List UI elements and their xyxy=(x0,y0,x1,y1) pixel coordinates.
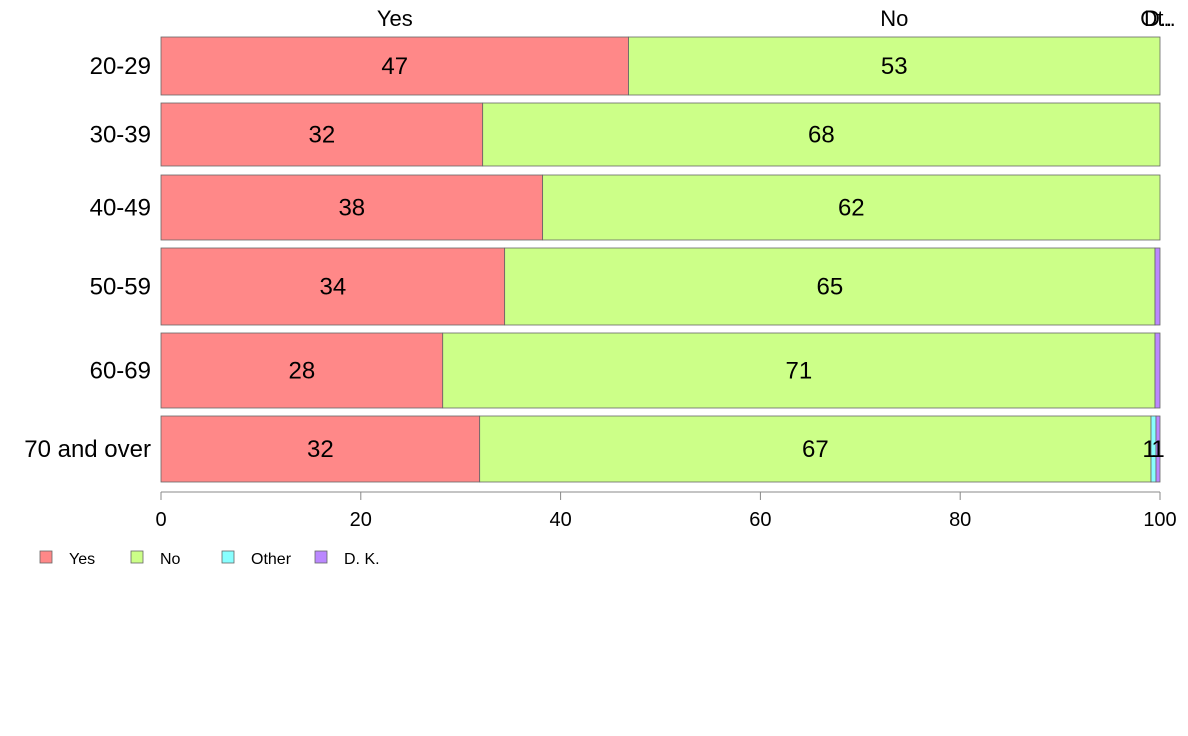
x-tick-label: 0 xyxy=(155,509,166,531)
data-label: 32 xyxy=(308,122,335,149)
bar-segment-no xyxy=(504,247,1156,326)
data-label: 68 xyxy=(808,122,835,149)
bar-segment-d-k xyxy=(1154,332,1161,409)
legend-swatch xyxy=(39,550,53,564)
bar-segment-d-k xyxy=(1154,247,1161,326)
data-label: 71 xyxy=(786,358,813,385)
x-tick-label: 20 xyxy=(350,509,372,531)
data-label: 38 xyxy=(338,195,365,222)
data-label: 34 xyxy=(319,274,346,301)
category-label: 20-29 xyxy=(90,53,151,80)
bar-segment-d-k xyxy=(1155,415,1161,483)
data-label: 47 xyxy=(381,53,408,80)
legend-swatch xyxy=(314,550,328,564)
legend-label: No xyxy=(160,551,181,568)
legend-label: Yes xyxy=(69,551,95,568)
bar-segment-no xyxy=(442,332,1156,409)
bar-segment-yes xyxy=(160,174,544,241)
bar-segment-yes xyxy=(160,36,629,96)
series-top-label: D.. xyxy=(1144,6,1172,31)
x-tick-label: 80 xyxy=(949,509,971,531)
data-label: 53 xyxy=(881,53,908,80)
data-label: 67 xyxy=(802,436,829,463)
category-label: 30-39 xyxy=(90,122,151,149)
bar-segment-no xyxy=(482,102,1161,167)
bar-segment-no xyxy=(479,415,1152,483)
category-label: 60-69 xyxy=(90,358,151,385)
x-tick-label: 100 xyxy=(1143,509,1176,531)
x-tick-label: 60 xyxy=(749,509,771,531)
data-label: 1 xyxy=(1151,436,1164,463)
category-label: 40-49 xyxy=(90,195,151,222)
category-label: 70 and over xyxy=(24,436,151,463)
bar-segment-yes xyxy=(160,247,506,326)
bar-segment-no xyxy=(628,36,1161,96)
series-top-label: Yes xyxy=(377,6,413,31)
data-label: 32 xyxy=(307,436,334,463)
data-label: 65 xyxy=(816,274,843,301)
data-label: 1 xyxy=(1142,436,1155,463)
legend-label: Other xyxy=(251,551,292,568)
bar-segment-yes xyxy=(160,332,444,409)
legend-label: D. K. xyxy=(344,551,380,568)
x-tick-label: 40 xyxy=(549,509,571,531)
data-label: 28 xyxy=(289,358,316,385)
category-label: 50-59 xyxy=(90,274,151,301)
bar-segment-no xyxy=(542,174,1161,241)
series-top-label: No xyxy=(880,6,908,31)
data-label: 62 xyxy=(838,195,865,222)
legend-swatch xyxy=(130,550,144,564)
series-top-label: Ot.. xyxy=(1140,6,1175,31)
bar-segment-yes xyxy=(160,102,484,167)
legend-swatch xyxy=(221,550,235,564)
